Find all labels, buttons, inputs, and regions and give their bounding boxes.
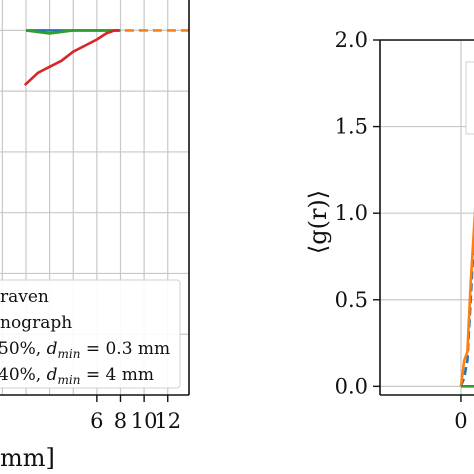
left-series (23, 29, 189, 87)
right-y-tick-label: 1.0 (335, 201, 368, 225)
legend-box (0, 279, 181, 389)
right-x-ticks: 0 (454, 395, 468, 433)
left-x-tick-label: 12 (154, 409, 181, 433)
right-y-tick-label: 1.5 (335, 115, 368, 139)
left-x-tick-label: 10 (131, 409, 158, 433)
right-x-tick-label: 0 (454, 409, 467, 433)
legend-entry-40pct: 40%, dmin = 4 mm (0, 365, 154, 387)
legend-entry-nograph: nograph (0, 313, 72, 333)
left-x-tick-label: 6 (90, 409, 103, 433)
right-y-ticks: 0.0 0.5 1.0 1.5 2.0 (335, 28, 380, 398)
right-y-tick-label: 0.5 (335, 288, 368, 312)
right-y-tick-label: 2.0 (335, 28, 368, 52)
right-series-line (459, 207, 474, 387)
right-y-axis-label: ⟨g(r)⟩ (304, 190, 332, 254)
right-legend-box-partial (465, 61, 474, 135)
left-x-axis-label: mm] (0, 444, 55, 472)
legend-entry-50pct: 50%, dmin = 0.3 mm (0, 339, 170, 361)
left-series-line (23, 29, 120, 87)
left-x-tick-label: 8 (114, 409, 127, 433)
legend: raven nograph 50%, dmin = 0.3 mm 40%, dm… (0, 279, 181, 389)
right-y-tick-label: 0.0 (335, 374, 368, 398)
left-series-line (25, 29, 121, 35)
right-panel: 0.0 0.5 1.0 1.5 2.0 0 ⟨g(r)⟩ (304, 28, 474, 433)
right-series (459, 207, 474, 388)
legend-entry-raven: raven (0, 287, 49, 307)
right-grid (380, 40, 474, 395)
